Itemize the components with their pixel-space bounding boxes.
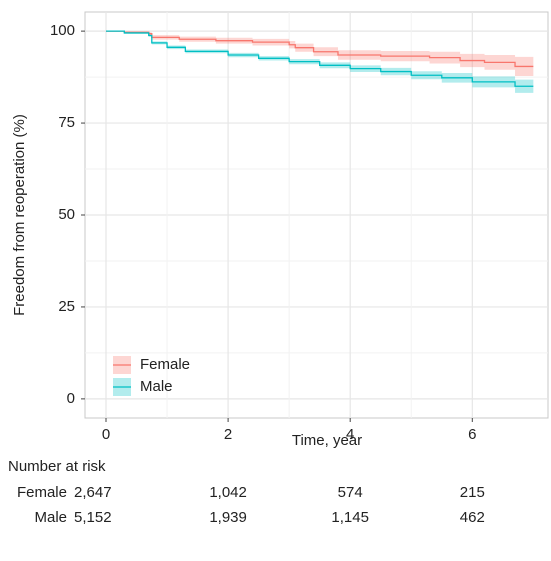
y-tick-label: 0: [67, 390, 75, 407]
risk-title: Number at risk: [8, 458, 106, 475]
y-tick-label: 50: [58, 206, 75, 223]
risk-row-label: Female: [17, 484, 67, 501]
risk-value: 1,145: [331, 509, 369, 526]
y-tick-label: 75: [58, 114, 75, 131]
y-axis-label: Freedom from reoperation (%): [11, 114, 28, 316]
x-tick-label: 6: [468, 426, 476, 443]
risk-value: 5,152: [74, 509, 112, 526]
y-tick-label: 25: [58, 298, 75, 315]
x-tick-label: 4: [346, 426, 354, 443]
risk-value: 1,939: [209, 509, 247, 526]
x-tick-label: 2: [224, 426, 232, 443]
x-axis-label: Time, year: [292, 432, 362, 449]
survival-line: [106, 30, 534, 68]
x-tick-label: 0: [102, 426, 110, 443]
risk-value: 2,647: [74, 484, 112, 501]
legend-label: Male: [140, 378, 173, 395]
y-tick-label: 100: [50, 22, 75, 39]
risk-value: 1,042: [209, 484, 247, 501]
survival-line: [106, 30, 534, 87]
risk-value: 462: [460, 509, 485, 526]
risk-row-label: Male: [34, 509, 67, 526]
confidence-band: [106, 31, 534, 76]
marks: [106, 30, 534, 93]
risk-value: 574: [338, 484, 363, 501]
grid: [85, 12, 548, 418]
risk-value: 215: [460, 484, 485, 501]
legend-label: Female: [140, 356, 190, 373]
